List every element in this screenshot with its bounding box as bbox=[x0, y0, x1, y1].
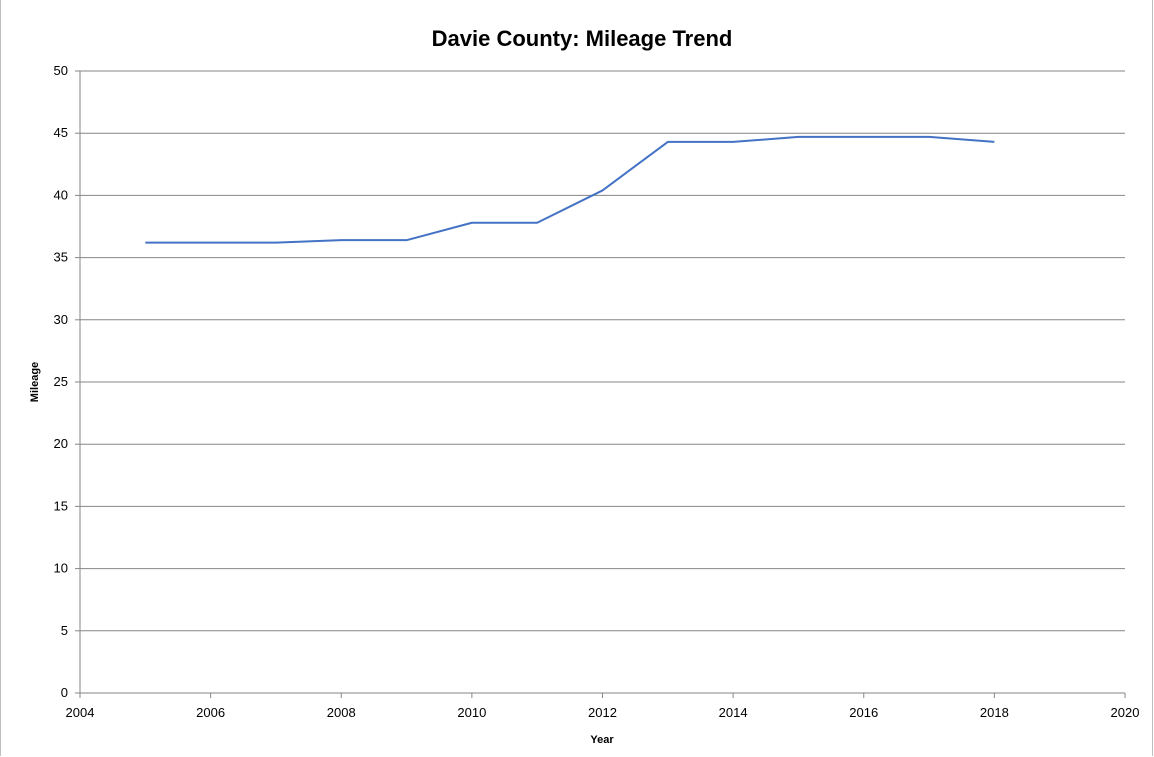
axes bbox=[75, 70, 1126, 698]
chart-title: Davie County: Mileage Trend bbox=[432, 26, 733, 51]
y-tick-label: 0 bbox=[61, 685, 68, 700]
y-tick-label: 5 bbox=[61, 623, 68, 638]
y-tick-labels: 0 5 10 15 20 25 30 35 40 45 50 bbox=[54, 63, 68, 700]
x-tick-label: 2020 bbox=[1111, 705, 1140, 720]
gridlines bbox=[80, 70, 1125, 632]
series-group bbox=[145, 135, 995, 244]
y-axis-title: Mileage bbox=[29, 362, 41, 402]
x-axis-title: Year bbox=[590, 734, 614, 746]
x-tick-label: 2018 bbox=[980, 705, 1009, 720]
y-tick-label: 10 bbox=[54, 561, 68, 576]
y-tick-label: 25 bbox=[54, 374, 68, 389]
x-tick-label: 2006 bbox=[196, 705, 225, 720]
x-tick-label: 2014 bbox=[719, 705, 748, 720]
y-tick-label: 30 bbox=[54, 312, 68, 327]
x-tick-label: 2008 bbox=[327, 705, 356, 720]
y-tick-label: 45 bbox=[54, 125, 68, 140]
x-tick-label: 2012 bbox=[588, 705, 617, 720]
x-tick-labels: 2004 2006 2008 2010 2012 2014 2016 2018 2020 bbox=[66, 705, 1140, 720]
y-tick-label: 35 bbox=[54, 250, 68, 265]
y-tick-label: 15 bbox=[54, 498, 68, 513]
y-tick-label: 40 bbox=[54, 187, 68, 202]
y-tick-label: 50 bbox=[54, 63, 68, 78]
x-tick-label: 2004 bbox=[66, 705, 95, 720]
series-line bbox=[145, 135, 995, 244]
y-tick-label: 20 bbox=[54, 436, 68, 451]
x-tick-label: 2010 bbox=[457, 705, 486, 720]
x-tick-label: 2016 bbox=[849, 705, 878, 720]
